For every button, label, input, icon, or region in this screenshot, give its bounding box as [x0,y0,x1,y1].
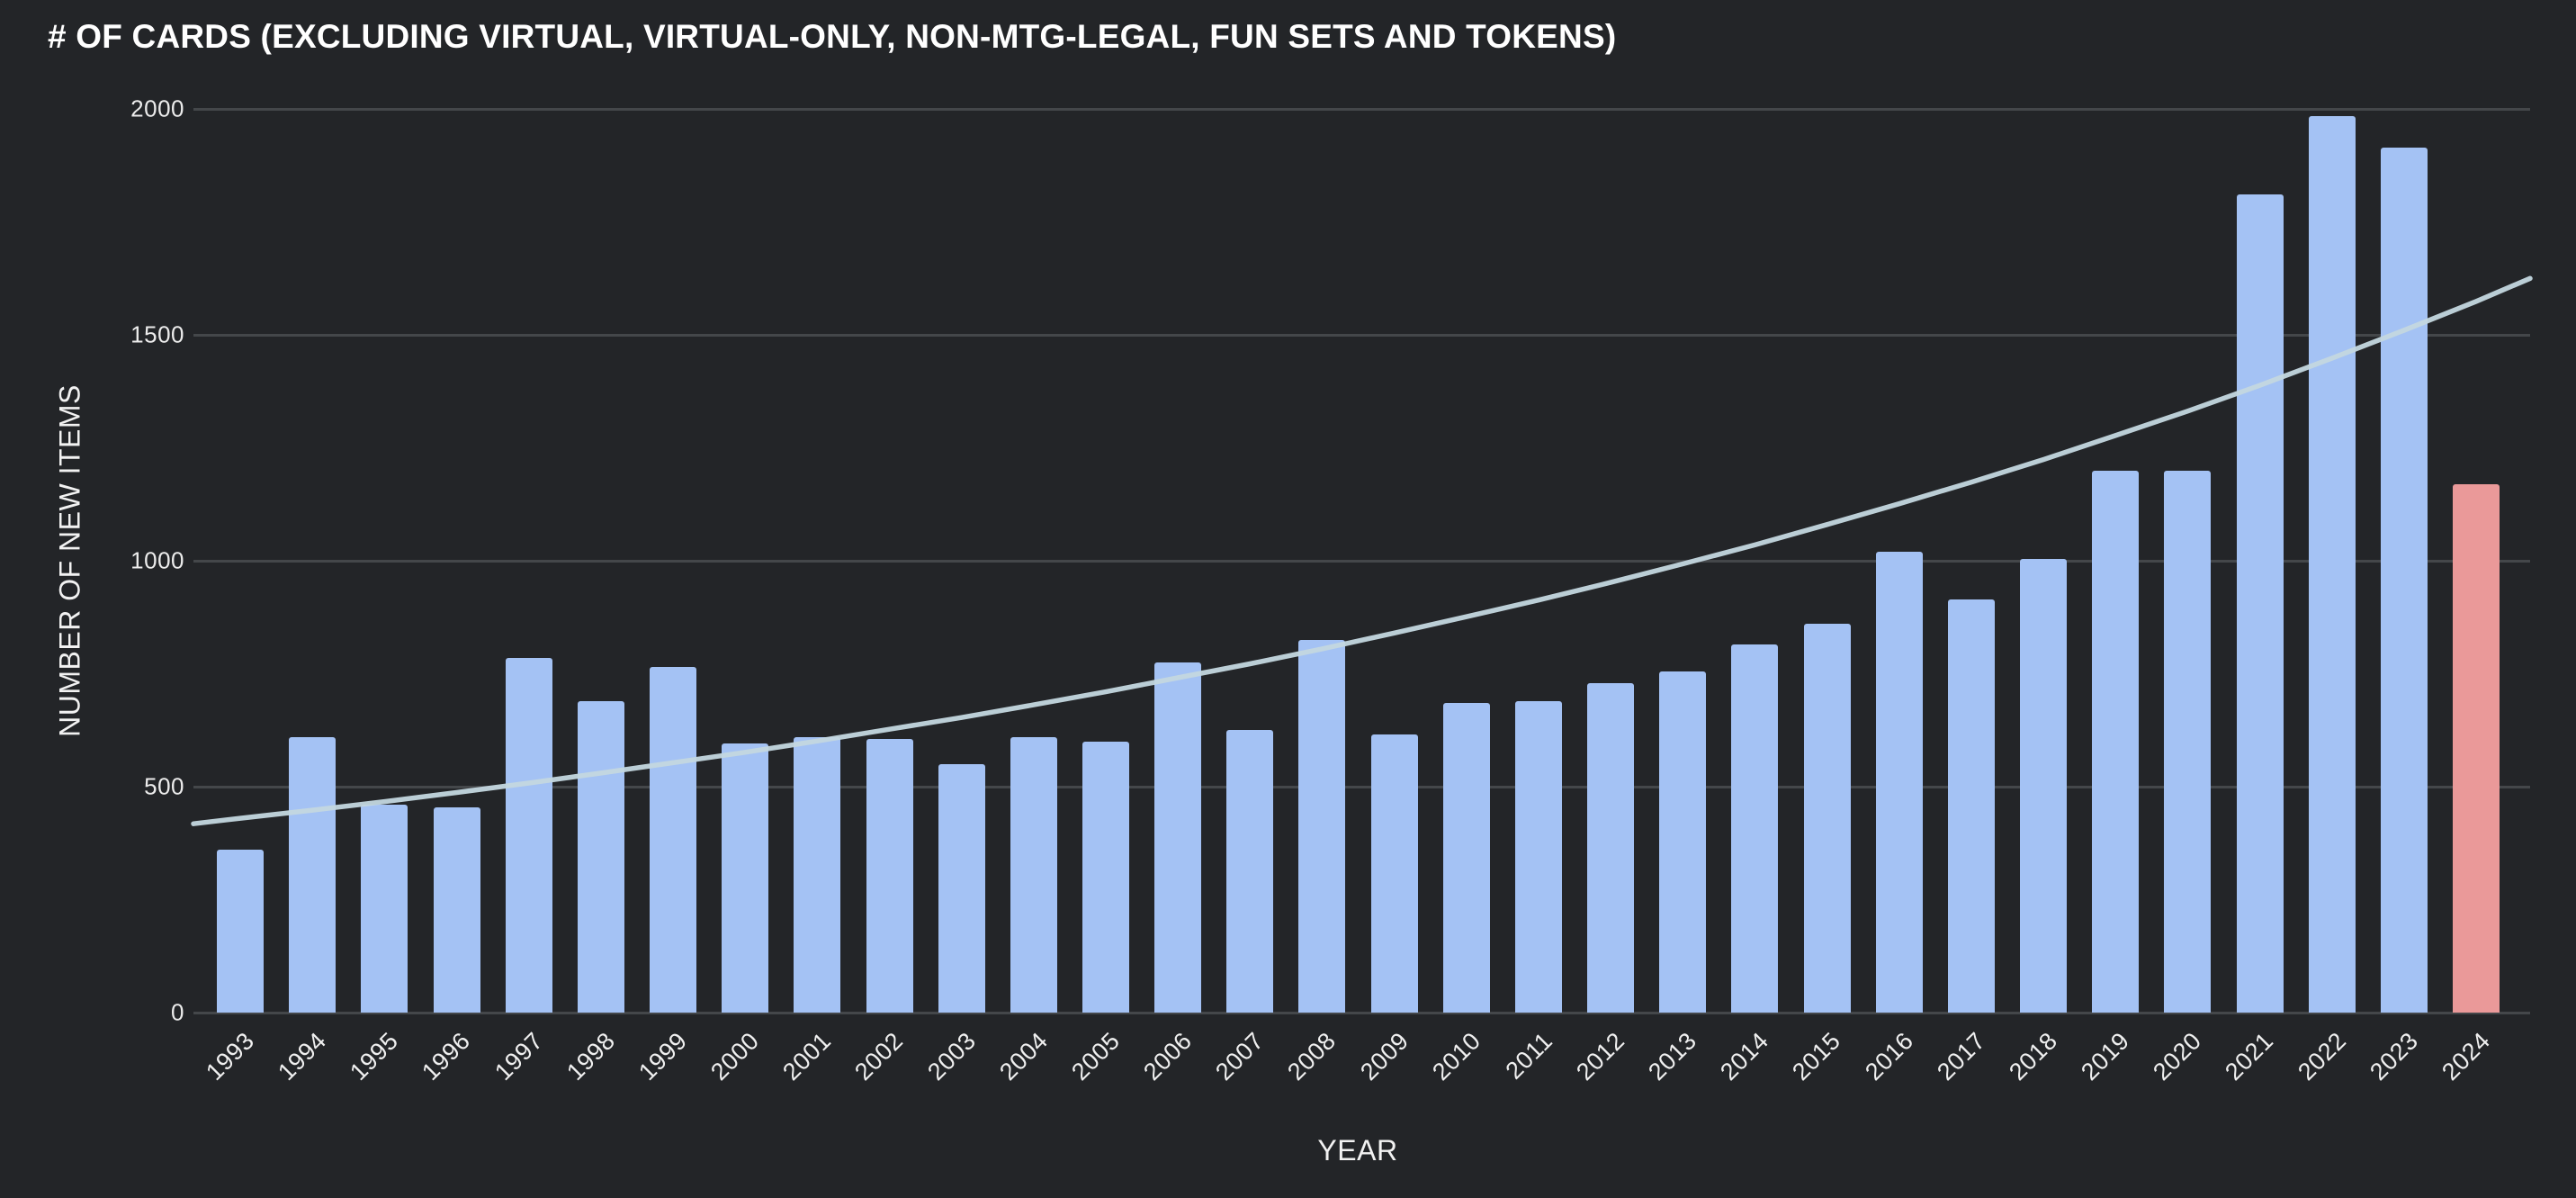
bar-1999[interactable] [650,667,696,1013]
bar-2008[interactable] [1298,639,1346,1013]
gridline-2000 [193,108,2530,111]
y-tick-label-2000: 2000 [130,95,184,122]
bar-2010[interactable] [1442,703,1490,1013]
bar-2012[interactable] [1587,682,1634,1013]
bar-2024[interactable] [2452,483,2500,1013]
gridline-0 [193,1012,2530,1014]
bar-2009[interactable] [1370,734,1418,1013]
bar-2017[interactable] [1947,599,1995,1013]
bar-1997[interactable] [505,657,552,1013]
bar-2000[interactable] [722,743,769,1013]
gridline-1000 [193,560,2530,563]
bar-2004[interactable] [1010,736,1057,1013]
chart-title: # OF CARDS (EXCLUDING VIRTUAL, VIRTUAL-O… [48,18,1617,55]
bar-2021[interactable] [2236,194,2284,1013]
bar-1996[interactable] [433,806,480,1013]
bar-2007[interactable] [1226,730,1274,1013]
y-tick-label-500: 500 [144,772,184,800]
bar-2016[interactable] [1875,552,1923,1013]
bar-2006[interactable] [1154,662,1202,1013]
bar-2020[interactable] [2164,470,2212,1013]
bar-1995[interactable] [361,805,408,1013]
bar-2003[interactable] [938,763,985,1013]
bar-2001[interactable] [794,736,841,1013]
bar-2013[interactable] [1659,671,1707,1013]
y-tick-label-0: 0 [171,998,184,1026]
bar-1998[interactable] [577,700,624,1013]
gridline-1500 [193,334,2530,337]
bar-2005[interactable] [1082,741,1129,1013]
bar-1994[interactable] [289,736,337,1013]
bar-2014[interactable] [1731,644,1779,1013]
bar-2019[interactable] [2092,470,2140,1013]
bar-2018[interactable] [2020,558,2067,1013]
bar-1993[interactable] [217,850,265,1013]
bar-2011[interactable] [1514,700,1562,1013]
bar-2002[interactable] [866,739,913,1013]
gridline-500 [193,786,2530,788]
bar-2023[interactable] [2380,147,2428,1013]
y-tick-label-1000: 1000 [130,546,184,574]
y-tick-label-1500: 1500 [130,320,184,348]
trendline[interactable] [191,275,2533,826]
bar-2015[interactable] [1803,624,1851,1013]
x-axis-title: YEAR [1317,1134,1398,1166]
bar-2022[interactable] [2308,115,2356,1013]
